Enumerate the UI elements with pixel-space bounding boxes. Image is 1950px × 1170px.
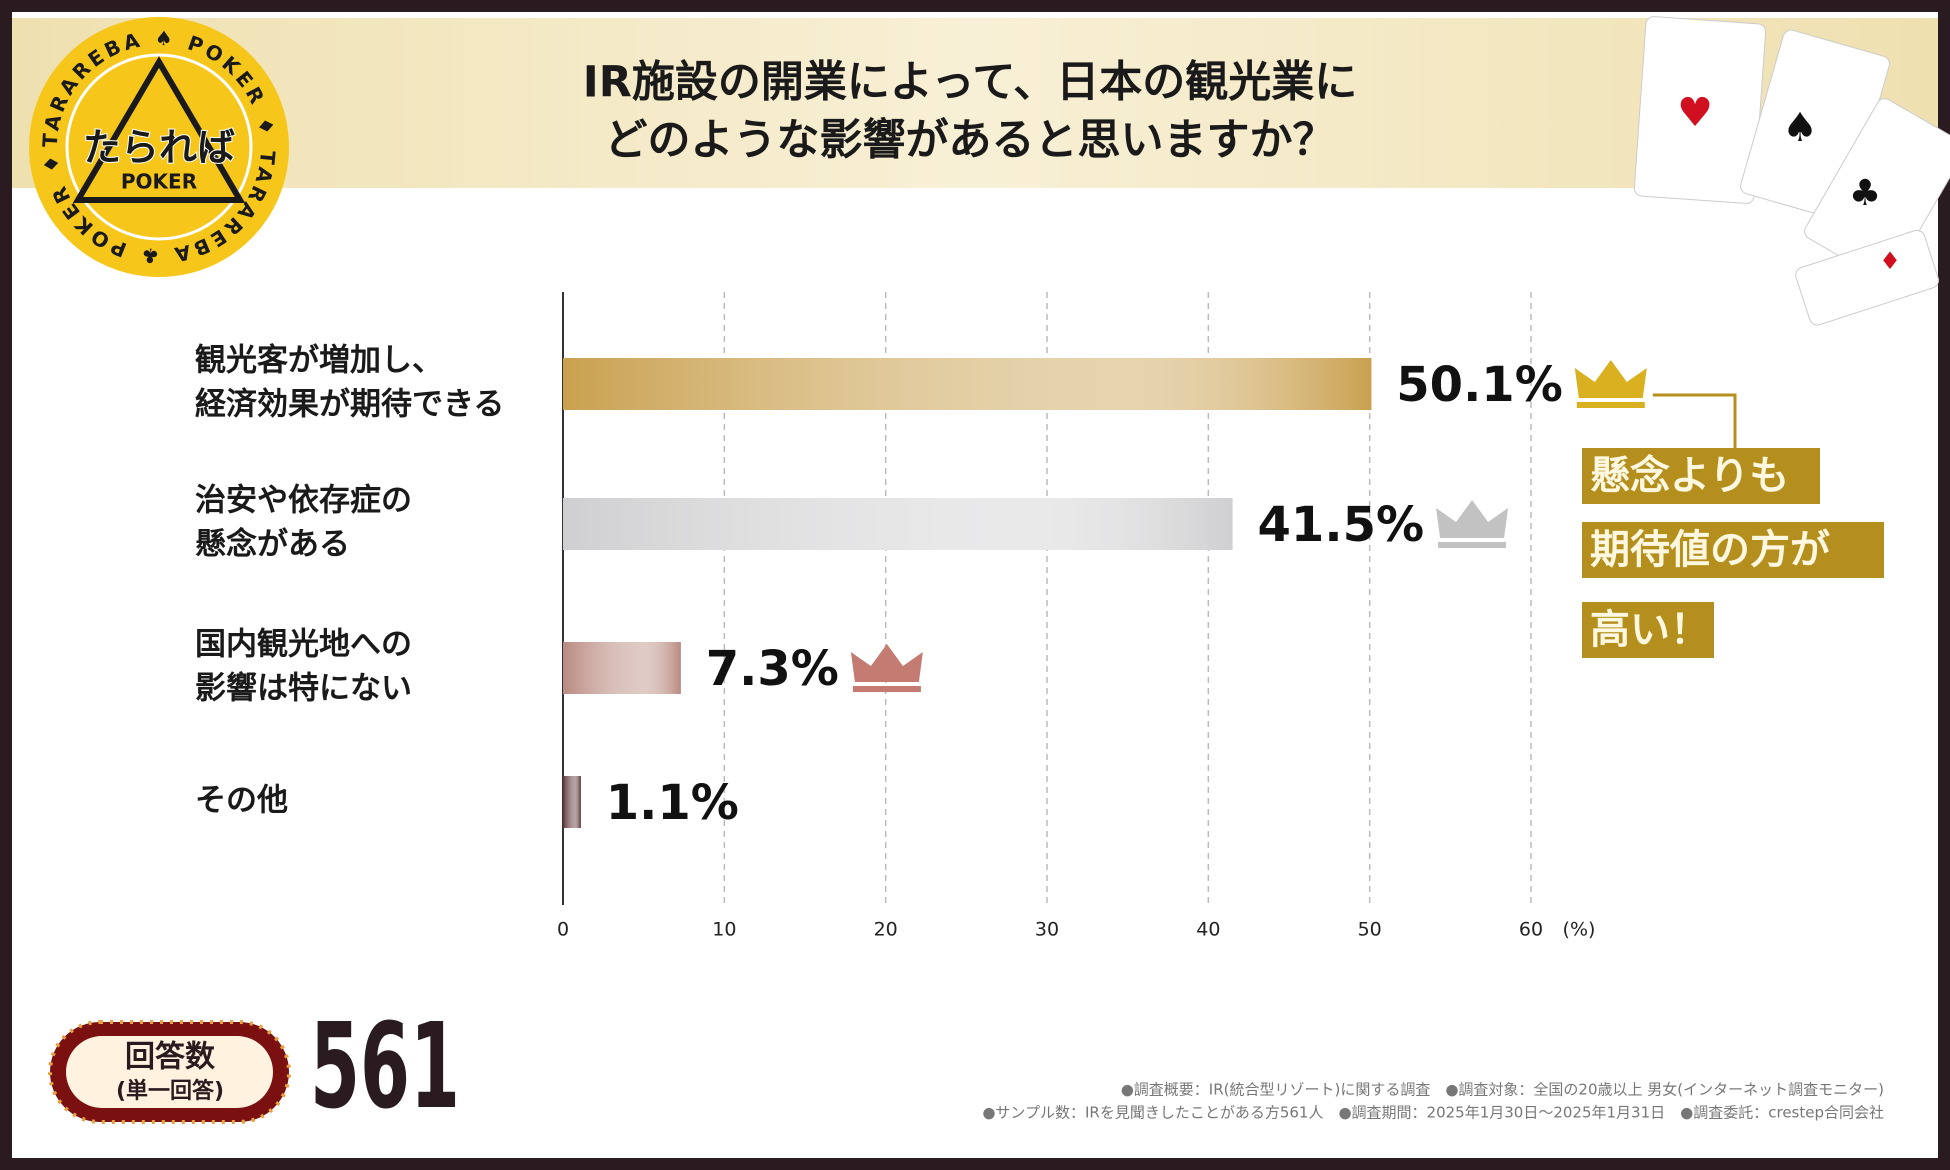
- responses-sublabel: (単一回答): [116, 1078, 224, 1104]
- svg-text:♥: ♥: [1677, 90, 1713, 136]
- category-label: 影響は特にない: [195, 671, 412, 707]
- responses-label: 回答数: [125, 1040, 216, 1075]
- connector: [1652, 393, 1737, 448]
- value-label: 7.3%: [706, 641, 839, 697]
- svg-text:♠: ♠: [1782, 105, 1818, 151]
- responses-count: 561: [310, 997, 460, 1135]
- crown: [1574, 360, 1647, 408]
- header-band: [12, 18, 1938, 188]
- crown: [850, 644, 923, 692]
- category-label: 治安や依存症の: [195, 483, 412, 519]
- responses-inner: [66, 1036, 273, 1108]
- value-label: 1.1%: [606, 775, 739, 831]
- note: ●調査概要：IR(統合型リゾート)に関する調査 ●調査対象：全国の20歳以上 男…: [1121, 1081, 1884, 1099]
- note: ●サンプル数：IRを見聞きしたことがある方561人 ●調査期間：2025年1月3…: [982, 1104, 1884, 1122]
- bar-shine: [563, 776, 581, 828]
- x-tick-label: 20: [874, 919, 898, 941]
- x-tick-label: 40: [1196, 919, 1220, 941]
- logo-name: たられば: [83, 126, 235, 170]
- background: [12, 12, 1938, 1158]
- bar-shine: [563, 642, 681, 694]
- annotation: 懸念よりも: [1590, 453, 1789, 499]
- category-label: 懸念がある: [195, 527, 350, 563]
- category-label: 経済効果が期待できる: [195, 387, 504, 423]
- x-unit: (%): [1563, 919, 1596, 941]
- annotation-box: [1582, 522, 1884, 578]
- logo: TARAREBA ♠ POKER ♦ TARAREBA ♣ POKER ♦ たら…: [29, 17, 289, 277]
- bar-shine: [563, 498, 1233, 550]
- category-label: 国内観光地への: [195, 627, 412, 663]
- chart-title: IR施設の開業によって、日本の観光業に: [583, 58, 1358, 108]
- svg-text:♦: ♦: [1879, 247, 1901, 275]
- x-tick-label: 30: [1035, 919, 1059, 941]
- x-tick-label: 50: [1358, 919, 1382, 941]
- chart-title: どのような影響があると思いますか？: [605, 116, 1336, 166]
- logo-ring: [65, 53, 253, 241]
- annotation-box: [1582, 448, 1820, 504]
- bar-shine: [563, 358, 1372, 410]
- x-tick-label: 0: [557, 919, 569, 941]
- value-label: 41.5%: [1258, 497, 1425, 553]
- svg-text:♣: ♣: [1849, 173, 1881, 214]
- category-label: その他: [195, 783, 288, 819]
- crown: [1436, 500, 1509, 548]
- annotation-box: [1582, 602, 1714, 658]
- annotation: 高い！: [1590, 607, 1710, 653]
- x-tick-label: 10: [712, 919, 736, 941]
- category-label: 観光客が増加し、: [195, 343, 443, 379]
- responses: 回答数 (単一回答) 561: [48, 997, 460, 1135]
- annotation: 期待値の方が: [1590, 527, 1830, 573]
- logo-triangle: [72, 56, 246, 203]
- value-label: 50.1%: [1396, 357, 1563, 413]
- cards: ♥ ♠ ♣ ♦: [1633, 16, 1950, 326]
- x-tick-label: 60: [1519, 919, 1543, 941]
- logo-sub: POKER: [121, 170, 197, 194]
